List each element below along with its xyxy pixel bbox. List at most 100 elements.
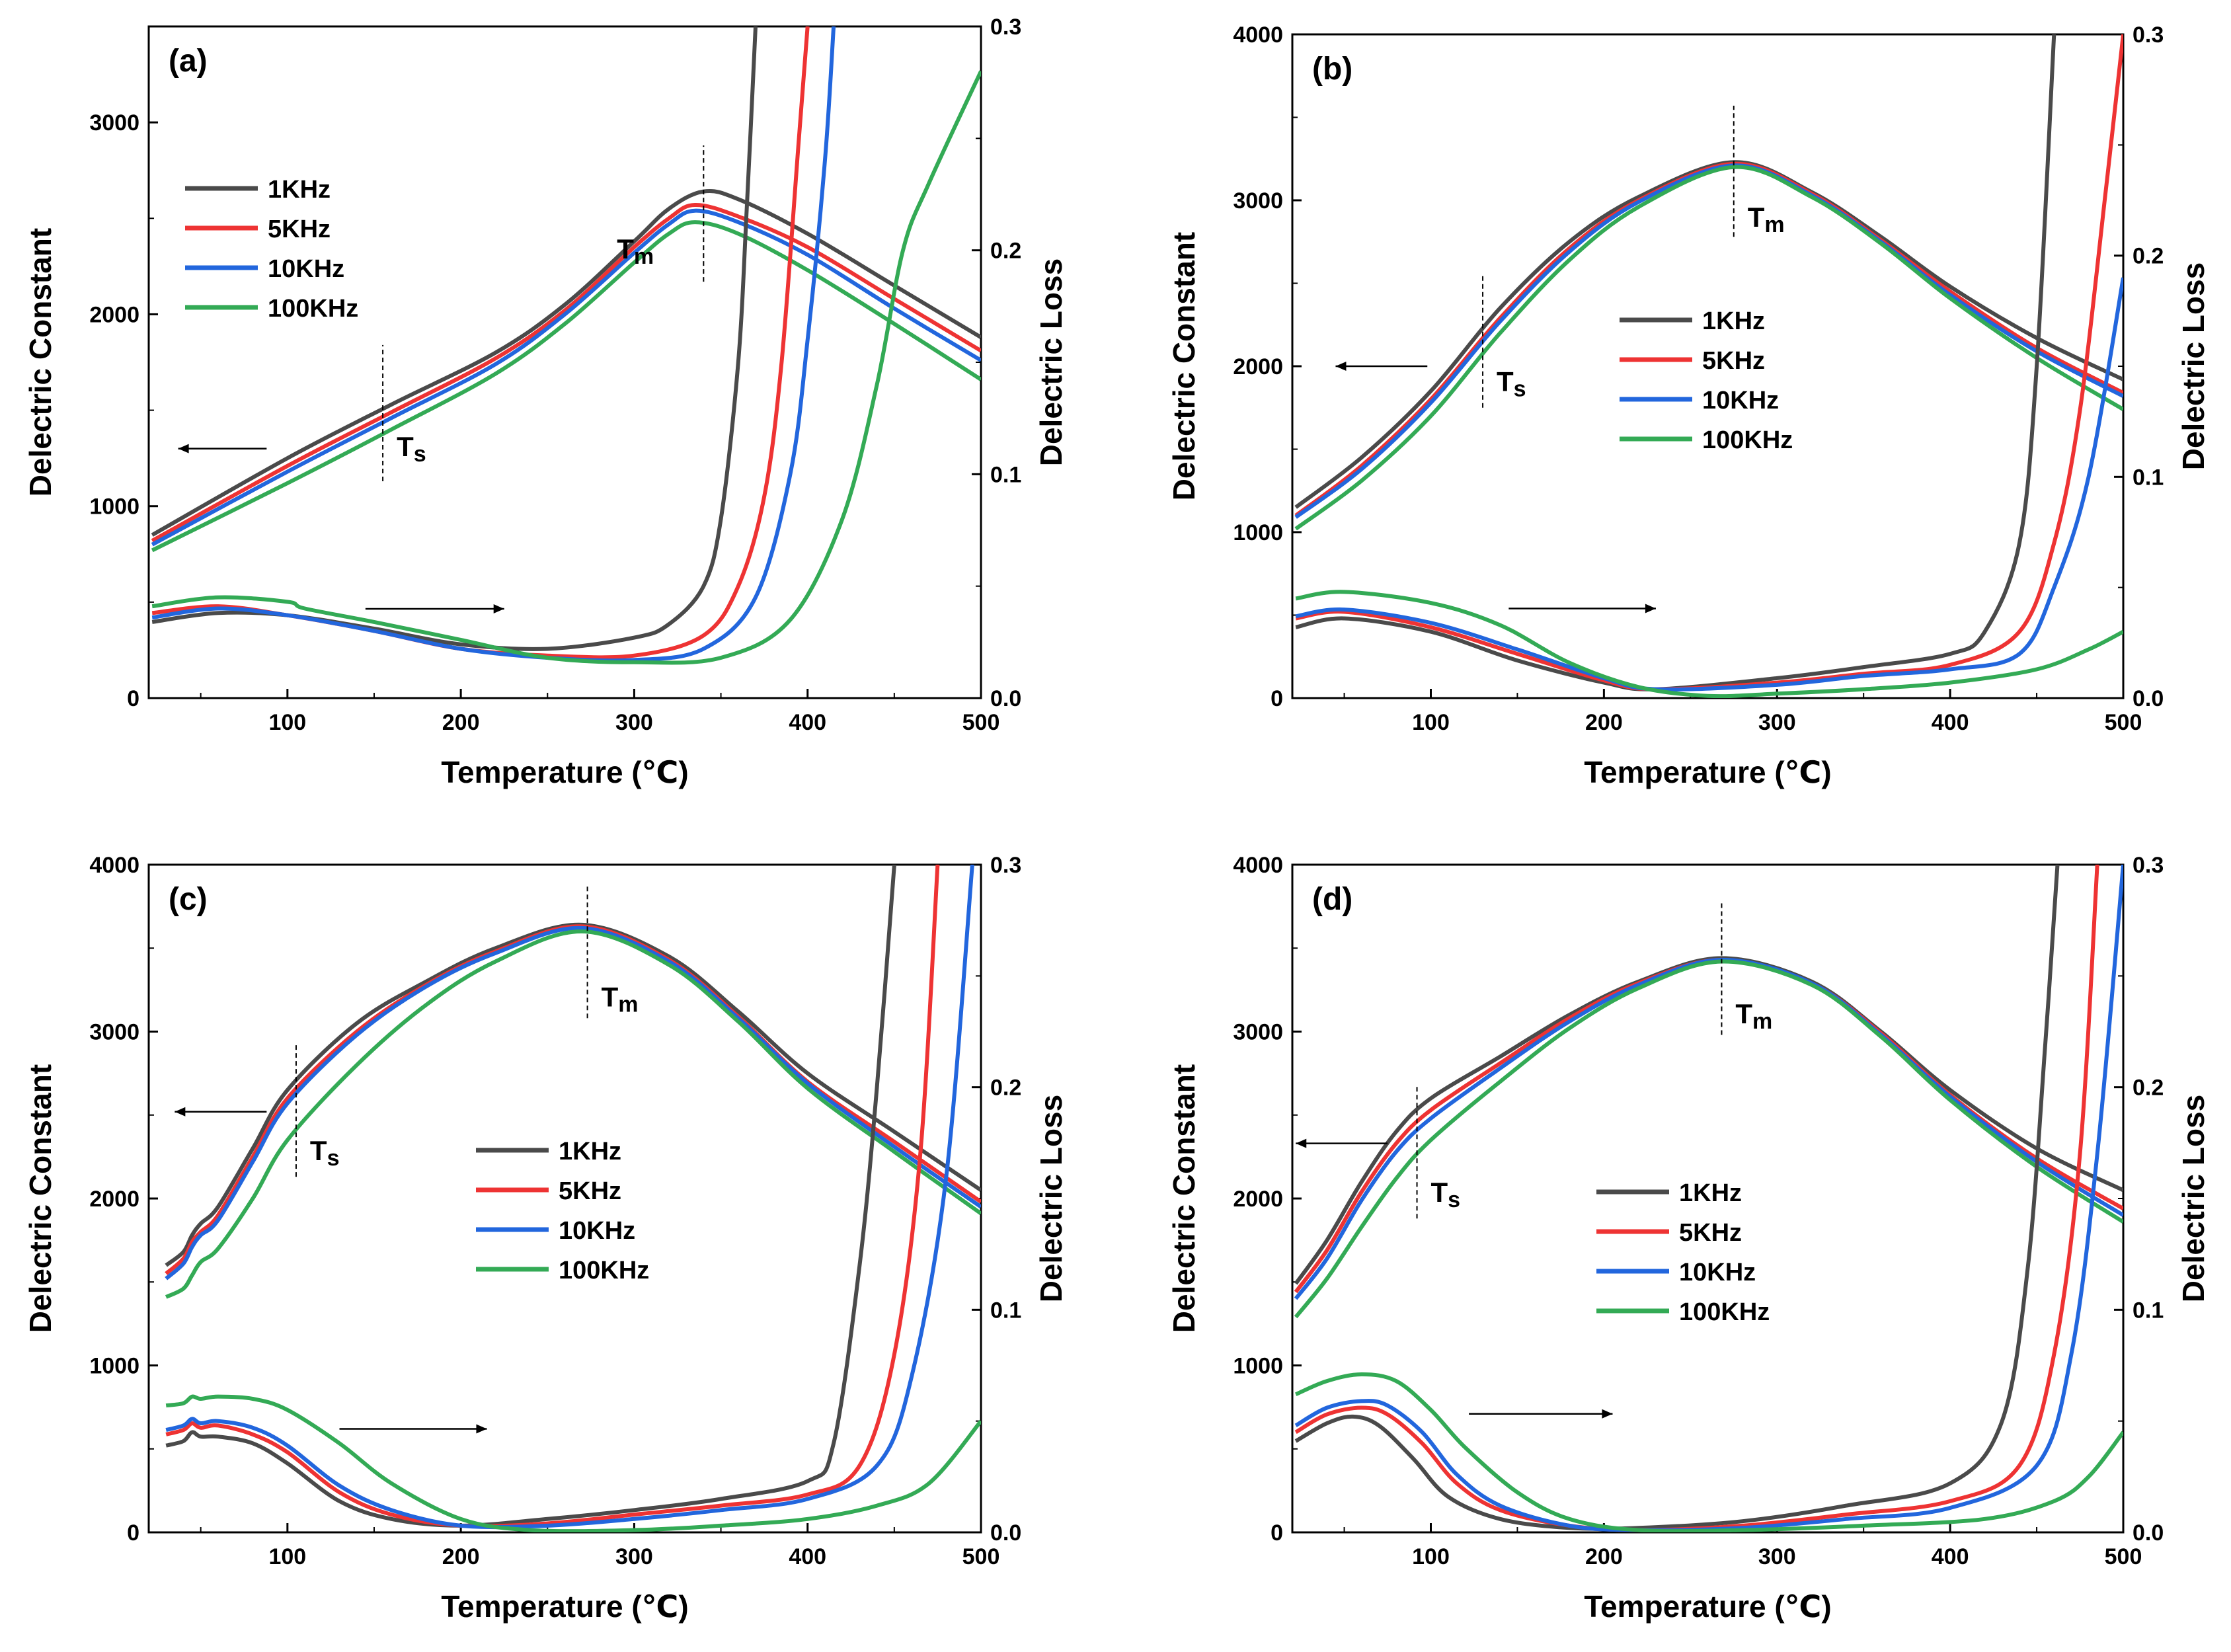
- legend: 1KHz 5KHz 10KHz 100KHz: [185, 176, 358, 323]
- y-left-tick-label: 0: [1271, 686, 1283, 711]
- loss-series-line-10khz: [1294, 865, 2123, 1532]
- marker-label-main: T: [1431, 1177, 1448, 1208]
- legend-label-100khz: 100KHz: [559, 1257, 649, 1284]
- y-left-tick-label: 4000: [1233, 22, 1283, 48]
- legend-label-1khz: 1KHz: [559, 1138, 621, 1165]
- arrow-right-head: [1602, 1409, 1613, 1419]
- y-right-tick-label: 0.0: [2133, 1520, 2164, 1546]
- y-right-axis-title: Delectric Loss: [2176, 1095, 2211, 1302]
- x-axis-title: Temperature (℃): [441, 1589, 688, 1624]
- y-right-tick-label: 0.1: [2133, 465, 2164, 490]
- constant-series-line-1khz: [1294, 160, 2123, 509]
- panel-tag: (d): [1312, 882, 1352, 917]
- panel-d: 100 200 300 400 500 0 1000 2000 3000 4000 0.0 0.1 0.…: [1167, 853, 2211, 1624]
- marker-label-tm: Tm: [617, 233, 654, 269]
- marker-label-subscript: s: [1448, 1187, 1460, 1212]
- y-right-tick-label: 0.0: [990, 686, 1021, 711]
- arrow-right-head: [476, 1424, 487, 1434]
- y-right-tick-label: 0.3: [990, 853, 1021, 878]
- x-tick-label: 200: [1585, 710, 1623, 735]
- y-left-tick-label: 2000: [89, 1187, 139, 1212]
- x-tick-label: 200: [1585, 1544, 1623, 1569]
- legend-label-10khz: 10KHz: [1702, 387, 1779, 414]
- legend-label-1khz: 1KHz: [1702, 307, 1765, 335]
- y-right-axis-title: Delectric Loss: [1034, 258, 1068, 466]
- marker-label-tm: Tm: [1748, 202, 1785, 237]
- marker-label-main: T: [1497, 366, 1514, 397]
- x-axis-title: Temperature (℃): [441, 755, 688, 789]
- x-tick-label: 100: [1412, 1544, 1450, 1569]
- legend-label-10khz: 10KHz: [559, 1217, 635, 1245]
- loss-series-line-100khz: [151, 70, 981, 665]
- x-tick-label: 300: [615, 710, 653, 735]
- constant-series-line-1khz: [165, 922, 981, 1267]
- y-left-tick-label: 3000: [89, 1020, 139, 1045]
- y-left-tick-label: 1000: [89, 494, 139, 520]
- legend-label-10khz: 10KHz: [268, 255, 344, 283]
- panel-tag: (a): [169, 44, 208, 79]
- x-tick-label: 500: [962, 1544, 1000, 1569]
- arrow-left-head: [1296, 1138, 1307, 1148]
- y-left-axis-title: Delectric Constant: [1167, 232, 1201, 500]
- x-tick-label: 500: [2105, 710, 2142, 735]
- loss-series-line-100khz: [1294, 1372, 2123, 1532]
- curve-group: [151, 26, 981, 665]
- y-right-tick-label: 0.1: [990, 1298, 1021, 1323]
- constant-series-line-100khz: [1294, 165, 2123, 531]
- legend-label-10khz: 10KHz: [1679, 1259, 1756, 1286]
- loss-series-line-5khz: [1294, 865, 2099, 1532]
- constant-series-line-10khz: [1294, 163, 2123, 519]
- marker-label-subscript: m: [1764, 212, 1784, 237]
- loss-series-line-1khz: [165, 865, 896, 1528]
- x-tick-label: 500: [2105, 1544, 2142, 1569]
- y-left-axis-title: Delectric Constant: [23, 1064, 58, 1333]
- marker-label-subscript: m: [634, 244, 654, 269]
- y-right-tick-label: 0.2: [2133, 244, 2164, 269]
- arrow-left-head: [178, 444, 189, 453]
- marker-label-ts: Ts: [397, 431, 426, 467]
- y-right-tick-label: 0.3: [2133, 22, 2164, 48]
- legend-label-5khz: 5KHz: [1702, 347, 1765, 375]
- y-right-tick-label: 0.2: [2133, 1076, 2164, 1101]
- y-right-tick-label: 0.1: [2133, 1298, 2164, 1323]
- x-tick-label: 100: [268, 710, 306, 735]
- y-left-tick-label: 1000: [89, 1354, 139, 1379]
- x-tick-label: 400: [1932, 1544, 1969, 1569]
- loss-series-line-10khz: [1295, 277, 2123, 691]
- y-right-tick-label: 0.2: [990, 1076, 1021, 1101]
- x-tick-label: 300: [615, 1544, 653, 1569]
- panel-b: 100 200 300 400 500 0 1000 2000 3000 4000 0.0 0.1 0.…: [1167, 22, 2211, 789]
- constant-series-line-100khz: [1294, 959, 2123, 1319]
- legend-label-100khz: 100KHz: [1679, 1298, 1770, 1326]
- loss-series-line-10khz: [165, 865, 974, 1530]
- constant-series-line-100khz: [165, 929, 981, 1299]
- marker-label-subscript: m: [618, 992, 638, 1017]
- y-left-tick-label: 2000: [89, 302, 139, 327]
- x-tick-label: 400: [789, 1544, 826, 1569]
- legend-label-5khz: 5KHz: [1679, 1219, 1742, 1247]
- marker-label-main: T: [1735, 998, 1752, 1029]
- marker-label-main: T: [397, 431, 414, 462]
- y-left-tick-label: 3000: [1233, 188, 1283, 214]
- marker-label-main: T: [602, 982, 619, 1013]
- curve-group: [1294, 865, 2123, 1532]
- legend-label-1khz: 1KHz: [1679, 1179, 1742, 1207]
- arrow-right-head: [1645, 604, 1656, 613]
- x-tick-label: 400: [789, 710, 826, 735]
- legend-label-5khz: 5KHz: [268, 216, 331, 243]
- x-tick-label: 400: [1932, 710, 1969, 735]
- legend-label-1khz: 1KHz: [268, 176, 331, 204]
- y-left-axis-title: Delectric Constant: [1167, 1064, 1201, 1333]
- x-axis-title: Temperature (℃): [1584, 755, 1831, 789]
- legend-label-100khz: 100KHz: [268, 295, 358, 323]
- marker-label-subscript: s: [1514, 377, 1526, 402]
- arrow-left-head: [175, 1107, 186, 1117]
- y-right-axis-title: Delectric Loss: [2176, 262, 2211, 470]
- x-axis-title: Temperature (℃): [1584, 1589, 1831, 1624]
- y-left-tick-label: 0: [127, 686, 139, 711]
- constant-series-line-5khz: [151, 202, 981, 543]
- marker-label-tm: Tm: [1735, 998, 1772, 1034]
- marker-label-ts: Ts: [310, 1135, 340, 1171]
- y-right-axis-title: Delectric Loss: [1034, 1095, 1068, 1302]
